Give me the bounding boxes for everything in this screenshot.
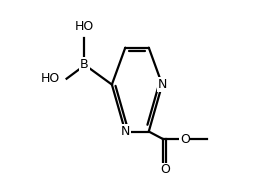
Text: HO: HO xyxy=(41,72,60,85)
Text: HO: HO xyxy=(74,20,94,33)
Text: O: O xyxy=(160,163,170,176)
Text: B: B xyxy=(80,58,88,71)
Text: N: N xyxy=(158,78,167,91)
Text: N: N xyxy=(121,125,130,138)
Text: O: O xyxy=(180,133,190,146)
